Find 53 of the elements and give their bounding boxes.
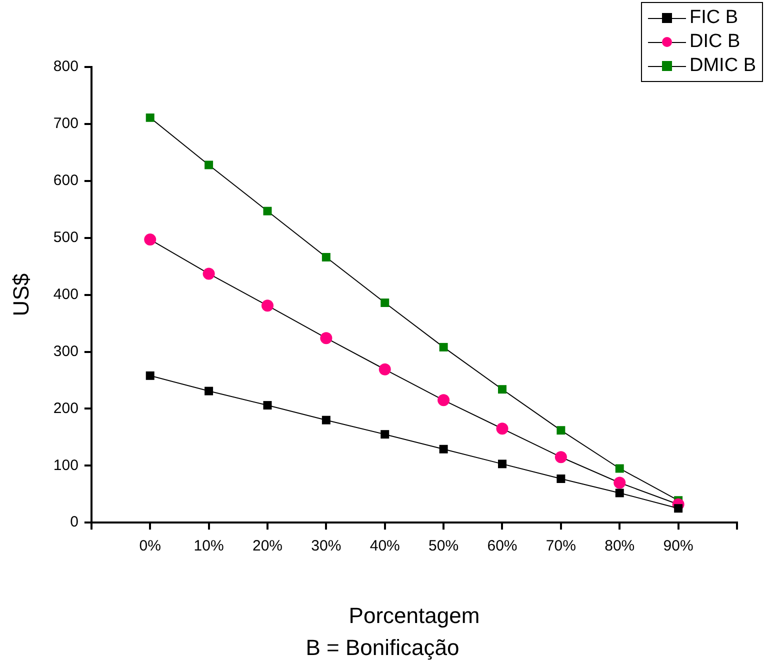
point	[615, 488, 624, 498]
y-tick-label: 800	[53, 58, 78, 76]
text: B = Bonificação	[304, 635, 460, 661]
x-tick-label: 90%	[663, 538, 694, 555]
x-tick-label: 80%	[604, 538, 635, 555]
x-tick-label: 70%	[546, 538, 576, 555]
point	[439, 342, 448, 352]
point	[498, 460, 506, 468]
point	[146, 371, 154, 380]
point	[322, 252, 330, 262]
point	[615, 464, 624, 473]
point	[556, 426, 566, 435]
point	[438, 394, 450, 406]
point	[674, 504, 683, 513]
y-tick-label: 400	[53, 286, 78, 303]
y-tick-label: 300	[53, 342, 78, 360]
point	[263, 206, 272, 216]
x-axis-title: Porcentagem	[348, 602, 480, 628]
x-tick-label: 50%	[428, 538, 459, 555]
point	[322, 416, 330, 424]
point	[202, 268, 215, 280]
x-tick-label: 40%	[370, 538, 400, 555]
x-tick-label: 20%	[252, 538, 283, 555]
point	[378, 363, 391, 376]
point	[380, 430, 390, 439]
point	[380, 298, 390, 308]
x-tick-label: 10%	[194, 538, 224, 555]
legend-label: DIC B	[690, 30, 740, 54]
x-tick-label: 30%	[311, 538, 342, 555]
x-tick-label: 0%	[139, 538, 161, 555]
y-tick-label: 0	[70, 514, 78, 531]
point	[204, 386, 214, 396]
y-tick-label: 700	[53, 115, 78, 132]
y-axis-title: US$	[8, 273, 34, 316]
point	[320, 332, 332, 344]
y-tick-label: 600	[53, 172, 78, 190]
point	[144, 234, 156, 246]
y-tick-label: 100	[53, 456, 78, 474]
x-tick-label: 60%	[487, 538, 518, 555]
legend-label: FIC B	[690, 6, 738, 30]
legend-label: DMIC B	[690, 54, 756, 78]
point	[146, 113, 154, 122]
y-tick-label: 500	[53, 228, 78, 246]
point	[498, 385, 506, 394]
point	[554, 451, 567, 464]
point	[439, 444, 448, 454]
point	[556, 474, 566, 483]
point	[496, 422, 508, 435]
point	[261, 300, 274, 312]
point	[263, 401, 272, 410]
y-tick-label: 200	[53, 400, 78, 417]
point	[204, 160, 214, 170]
point	[614, 476, 626, 489]
